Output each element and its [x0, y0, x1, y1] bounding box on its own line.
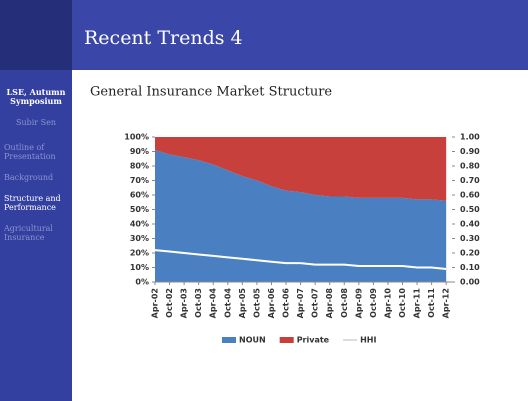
y-tick-label: 30% [130, 234, 149, 243]
legend-label: HHI [360, 336, 376, 345]
x-tick-label: Apr-11 [413, 288, 422, 319]
y2-tick-label: 0.60 [460, 191, 480, 200]
y-tick-label: 50% [130, 205, 149, 214]
y-tick-label: 10% [130, 263, 149, 272]
sidebar-item[interactable]: Agricultural Insurance [4, 224, 53, 242]
legend-label: NOUN [239, 336, 266, 345]
header: Recent Trends 4 [72, 0, 528, 70]
y2-tick-label: 0.30 [460, 234, 480, 243]
x-tick-label: Apr-10 [383, 288, 392, 319]
y-tick-label: 0% [135, 278, 149, 287]
y-tick-label: 90% [130, 147, 149, 156]
legend-swatch [222, 337, 236, 343]
legend-swatch [279, 337, 294, 343]
line [154, 249, 447, 270]
x-tick-label: Apr-06 [267, 288, 276, 319]
sidebar: LSE, Autumn Symposium Subir Sen Outline … [0, 70, 72, 401]
x-tick-label: Oct-04 [223, 288, 232, 318]
y-tick-label: 40% [130, 220, 149, 229]
y-tick-label: 60% [130, 191, 149, 200]
x-tick-label: Apr-04 [209, 288, 218, 319]
x-tick-label: Oct-10 [398, 288, 407, 318]
area [155, 137, 447, 201]
x-tick-label: Oct-06 [282, 288, 291, 318]
x-tick-label: Oct-11 [427, 288, 436, 318]
y-tick-label: 100% [124, 133, 149, 142]
x-tick-label: Oct-02 [165, 288, 174, 318]
chart-title: General Insurance Market Structure [90, 85, 332, 100]
sidebar-item: LSE, Autumn Symposium [6, 87, 66, 106]
x-tick-label: Apr-09 [354, 288, 363, 319]
y-tick-label: 70% [130, 176, 149, 185]
x-tick-label: Apr-05 [238, 288, 247, 319]
y2-tick-label: 0.00 [460, 278, 480, 287]
area [155, 150, 447, 282]
x-tick-label: Oct-08 [340, 288, 349, 318]
x-tick-label: Oct-09 [369, 288, 378, 318]
x-tick-label: Apr-03 [180, 288, 189, 318]
y2-tick-label: 0.90 [460, 147, 480, 156]
y2-tick-label: 0.50 [460, 205, 480, 214]
sidebar-item: Subir Sen [15, 118, 57, 127]
sidebar-item[interactable]: Structure and Performance [4, 194, 61, 212]
x-tick-label: Apr-02 [151, 288, 160, 318]
y-tick-label: 20% [130, 249, 149, 258]
corner [0, 0, 72, 70]
y2-tick-label: 1.00 [460, 133, 480, 142]
y2-tick-label: 0.40 [460, 220, 480, 229]
x-tick-label: Oct-05 [252, 288, 261, 318]
slide-title: Recent Trends 4 [84, 27, 243, 49]
y-tick-label: 80% [130, 162, 149, 171]
sidebar-item[interactable]: Background [4, 173, 54, 182]
y2-tick-label: 0.80 [460, 162, 480, 171]
x-tick-label: Apr-07 [296, 288, 305, 318]
sidebar-item[interactable]: Outline of Presentation [4, 143, 56, 161]
x-tick-label: Apr-12 [442, 288, 451, 318]
x-tick-label: Oct-07 [311, 288, 320, 318]
y2-tick-label: 0.10 [460, 263, 480, 272]
x-tick-label: Oct-03 [194, 288, 203, 318]
y2-tick-label: 0.70 [460, 176, 480, 185]
legend-label: Private [297, 336, 330, 345]
x-tick-label: Apr-08 [325, 288, 334, 319]
y2-tick-label: 0.20 [460, 249, 480, 258]
